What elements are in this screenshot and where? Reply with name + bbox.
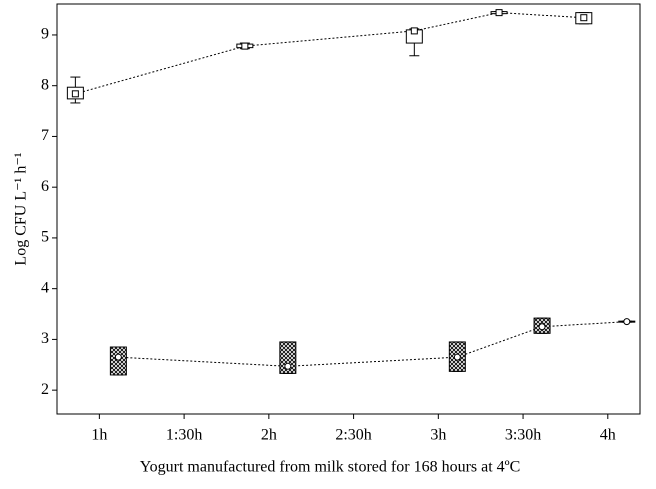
y-tick-label: 9 xyxy=(41,26,49,43)
x-tick-label: 1:30h xyxy=(166,427,202,444)
x-tick-label: 2h xyxy=(261,427,277,444)
y-tick-label: 6 xyxy=(41,178,49,195)
box xyxy=(109,346,127,376)
mean-marker xyxy=(71,90,79,98)
y-tick-label: 2 xyxy=(41,381,49,398)
mean-line xyxy=(118,321,627,367)
plot-frame xyxy=(56,3,641,415)
y-tick-label: 4 xyxy=(41,279,49,296)
mean-marker xyxy=(495,9,503,17)
y-tick-label: 3 xyxy=(41,330,49,347)
x-tick-label: 3:30h xyxy=(505,427,541,444)
y-tick-label: 8 xyxy=(41,76,49,93)
mean-marker xyxy=(538,323,546,331)
y-axis-label: Log CFU L⁻¹ h⁻¹ xyxy=(13,152,30,265)
y-tick-label: 7 xyxy=(41,127,49,144)
y-tick-label: 5 xyxy=(41,229,49,246)
mean-marker xyxy=(284,362,292,370)
mean-marker xyxy=(410,27,418,35)
mean-line xyxy=(75,12,584,95)
mean-marker xyxy=(453,353,461,361)
x-tick-label: 4h xyxy=(600,427,616,444)
mean-marker xyxy=(241,42,249,50)
x-tick-label: 3h xyxy=(430,427,446,444)
box xyxy=(279,341,297,374)
x-tick-label: 1h xyxy=(91,427,107,444)
x-tick-label: 2:30h xyxy=(335,427,371,444)
x-axis-label: Yogurt manufactured from milk stored for… xyxy=(140,459,521,476)
mean-marker xyxy=(580,14,588,22)
mean-marker xyxy=(114,353,122,361)
mean-marker xyxy=(623,318,631,326)
